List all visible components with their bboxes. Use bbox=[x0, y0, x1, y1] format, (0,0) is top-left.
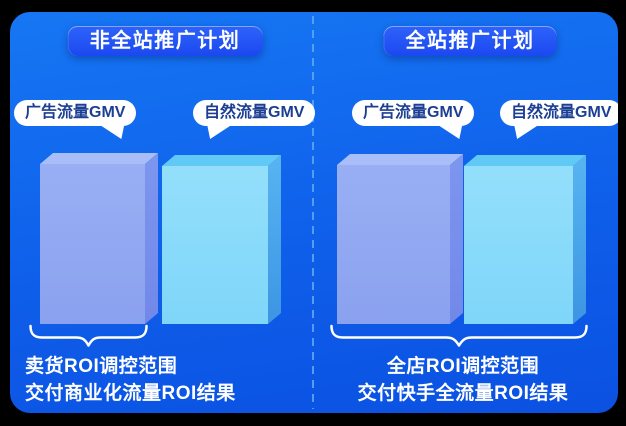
right-organic-gmv-label: 自然流量GMV bbox=[511, 104, 612, 121]
left-brace bbox=[29, 324, 148, 347]
left-organic-gmv-label: 自然流量GMV bbox=[204, 104, 305, 121]
right-panel-title: 全站推广计划 bbox=[383, 26, 557, 56]
left-caption-line-1: 卖货ROI调控范围 bbox=[25, 356, 178, 377]
comparison-card: 非全站推广计划 广告流量GMV 自然流量GMV bbox=[10, 12, 618, 413]
left-caption: 卖货ROI调控范围 交付商业化流量ROI结果 bbox=[25, 353, 236, 407]
right-ad-gmv-label: 广告流量GMV bbox=[363, 104, 464, 121]
right-ad-gmv-box bbox=[337, 154, 463, 324]
left-organic-gmv-box bbox=[162, 155, 281, 324]
panel-divider-dashed-line bbox=[312, 16, 314, 409]
left-ad-gmv-label: 广告流量GMV bbox=[25, 104, 126, 121]
bubble-tail bbox=[436, 124, 463, 139]
right-caption: 全店ROI调控范围 交付快手全流量ROI结果 bbox=[334, 353, 592, 407]
right-brace bbox=[330, 324, 588, 347]
bubble-tail bbox=[514, 124, 540, 139]
left-caption-line-2: 交付商业化流量ROI结果 bbox=[25, 383, 236, 404]
right-ad-gmv-bubble: 广告流量GMV bbox=[352, 100, 475, 139]
bubble-tail bbox=[98, 124, 125, 139]
left-organic-gmv-bubble: 自然流量GMV bbox=[193, 100, 316, 139]
right-organic-gmv-bubble: 自然流量GMV bbox=[500, 100, 618, 139]
bubble-tail bbox=[207, 124, 233, 139]
left-ad-gmv-box bbox=[40, 153, 158, 324]
right-caption-line-2: 交付快手全流量ROI结果 bbox=[357, 383, 569, 404]
right-caption-line-1: 全店ROI调控范围 bbox=[386, 356, 540, 377]
right-organic-gmv-box bbox=[464, 155, 586, 324]
left-ad-gmv-bubble: 广告流量GMV bbox=[14, 100, 137, 139]
left-panel-title: 非全站推广计划 bbox=[67, 26, 263, 56]
